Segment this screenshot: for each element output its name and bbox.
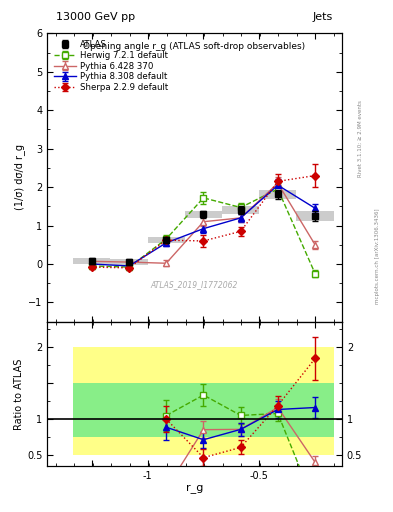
- Y-axis label: (1/σ) dσ/d r_g: (1/σ) dσ/d r_g: [15, 144, 25, 210]
- X-axis label: r_g: r_g: [186, 483, 203, 494]
- Text: Jets: Jets: [313, 12, 333, 22]
- Y-axis label: Ratio to ATLAS: Ratio to ATLAS: [14, 358, 24, 430]
- Text: mcplots.cern.ch [arXiv:1306.3436]: mcplots.cern.ch [arXiv:1306.3436]: [375, 208, 380, 304]
- Text: 13000 GeV pp: 13000 GeV pp: [56, 12, 135, 22]
- Text: Rivet 3.1.10; ≥ 2.9M events: Rivet 3.1.10; ≥ 2.9M events: [358, 100, 363, 177]
- Legend: ATLAS, Herwig 7.2.1 default, Pythia 6.428 370, Pythia 8.308 default, Sherpa 2.2.: ATLAS, Herwig 7.2.1 default, Pythia 6.42…: [51, 37, 171, 95]
- Text: ATLAS_2019_I1772062: ATLAS_2019_I1772062: [151, 280, 238, 289]
- Text: Opening angle r_g (ATLAS soft-drop observables): Opening angle r_g (ATLAS soft-drop obser…: [83, 42, 306, 51]
